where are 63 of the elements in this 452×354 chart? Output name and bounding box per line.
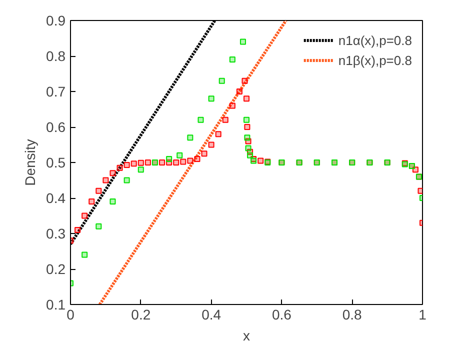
point — [244, 96, 250, 102]
point — [159, 160, 166, 166]
point — [124, 177, 130, 184]
point — [240, 38, 246, 45]
point — [194, 156, 200, 162]
point — [245, 145, 252, 152]
point — [229, 102, 236, 109]
point — [130, 160, 137, 167]
x-tick-label: 0 — [66, 306, 75, 322]
point — [222, 116, 228, 123]
point — [110, 170, 116, 176]
point — [208, 96, 214, 102]
y-tick-label: 0.9 — [46, 12, 66, 28]
point — [116, 164, 123, 171]
point — [242, 78, 248, 84]
point — [187, 134, 194, 141]
point — [236, 88, 242, 94]
y-tick-label: 0.7 — [46, 84, 66, 100]
point — [173, 160, 180, 166]
point — [244, 134, 250, 141]
y-tick-label: 0.2 — [46, 261, 66, 277]
x-tick-label: 0.8 — [342, 306, 362, 322]
point — [138, 160, 144, 166]
y-tick-label: 0.8 — [46, 48, 66, 64]
point — [247, 152, 254, 158]
point — [180, 158, 186, 165]
point — [74, 226, 81, 233]
point — [198, 116, 204, 123]
point — [96, 223, 102, 230]
point — [138, 166, 144, 173]
point — [88, 198, 95, 205]
y-tick-label: 0.5 — [46, 154, 66, 170]
x-axis-title: x — [243, 328, 250, 344]
point — [418, 188, 422, 194]
point — [229, 56, 236, 63]
point — [166, 156, 172, 162]
point — [124, 162, 130, 168]
x-tick-label: 0.4 — [202, 306, 222, 322]
point — [218, 78, 225, 84]
point — [244, 116, 250, 123]
legend-label: n1β(x),p=0.8 — [338, 52, 412, 68]
point — [258, 158, 264, 164]
y-tick-label: 0.6 — [46, 119, 66, 135]
x-tick-label: 0.6 — [272, 306, 292, 322]
point — [208, 142, 214, 148]
x-tick-label: 0.2 — [131, 306, 151, 322]
point — [82, 212, 88, 219]
x-tick-label: 1 — [418, 306, 427, 322]
point — [201, 150, 208, 157]
point — [102, 177, 109, 184]
point — [244, 124, 250, 130]
y-axis-title: Density — [22, 139, 38, 186]
point — [187, 158, 194, 164]
y-tick-label: 0.1 — [46, 296, 66, 312]
point — [96, 188, 102, 194]
y-tick-label: 0.4 — [46, 190, 66, 206]
point — [176, 152, 183, 158]
point — [110, 198, 116, 205]
y-tick-label: 0.3 — [46, 226, 66, 242]
point — [82, 252, 88, 258]
legend-label: n1α(x),p=0.8 — [338, 32, 412, 48]
point — [144, 160, 151, 166]
point — [215, 131, 222, 138]
